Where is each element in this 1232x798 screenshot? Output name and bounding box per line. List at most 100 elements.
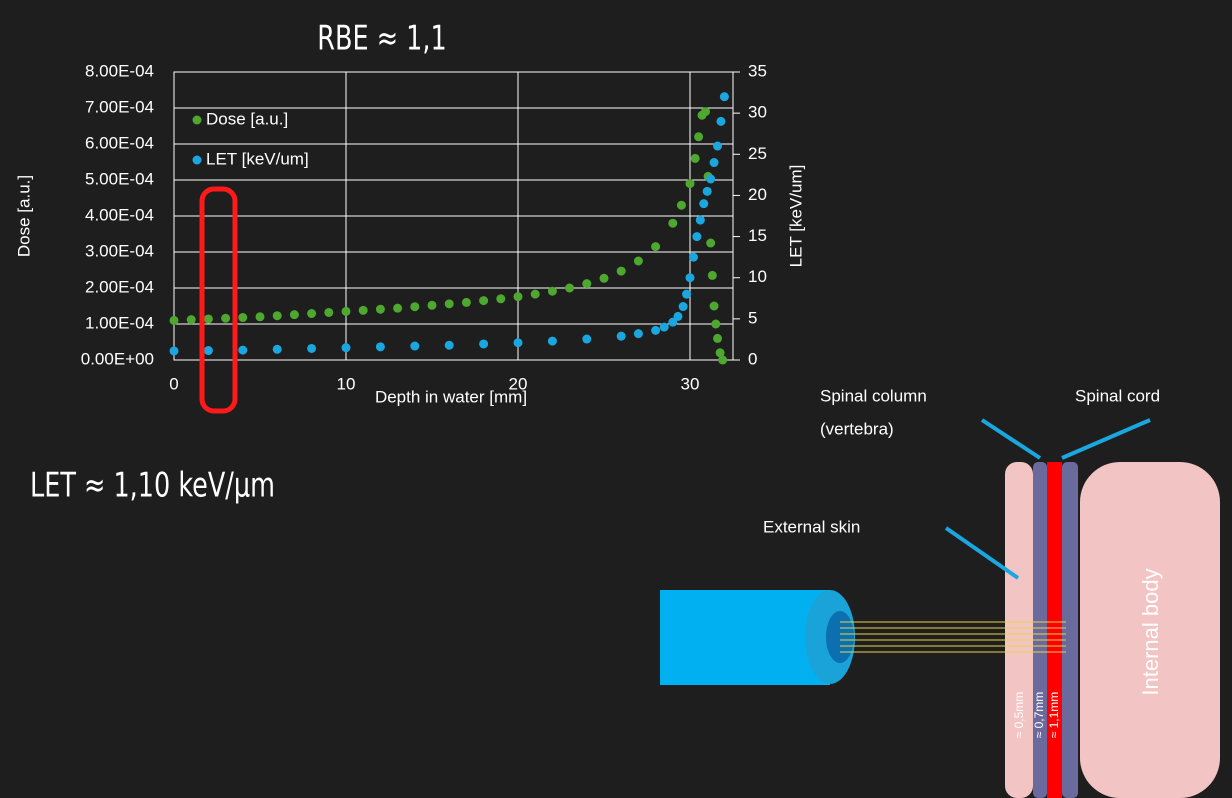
- point: [699, 199, 708, 208]
- y-tick-label: 2.00E-04: [85, 277, 154, 296]
- point: [686, 273, 695, 282]
- y2-tick-label: 30: [748, 103, 767, 122]
- point: [204, 314, 213, 323]
- point: [710, 158, 719, 167]
- point: [706, 174, 715, 183]
- y2-tick-label: 15: [748, 226, 767, 245]
- point: [686, 179, 695, 188]
- point: [713, 142, 722, 151]
- legend-label: LET [keV/um]: [206, 149, 309, 168]
- point: [691, 154, 700, 163]
- y2-tick-label: 35: [748, 61, 767, 80]
- x-tick-label: 30: [681, 374, 700, 393]
- point: [342, 307, 351, 316]
- point: [708, 271, 717, 280]
- plot: 0.00E+00 1.00E-04 2.00E-04 3.00E-04 4.00E-04…: [81, 61, 767, 393]
- y-tick-label: 5.00E-04: [85, 169, 154, 188]
- y2-tick-label: 5: [748, 308, 757, 327]
- legend-marker: [193, 116, 202, 125]
- point: [548, 287, 557, 296]
- y2-axis-label: LET [keV/um]: [786, 165, 805, 268]
- label: Internal body: [1138, 568, 1163, 695]
- point: [634, 257, 643, 266]
- point: [342, 343, 351, 352]
- point: [716, 117, 725, 126]
- point: [496, 294, 505, 303]
- y2-tick-label: 0: [748, 349, 757, 368]
- beam-diagram: Spinal column (vertebra) Spinal cord Ext…: [660, 386, 1220, 798]
- point: [376, 342, 385, 351]
- point: [428, 301, 437, 310]
- x-tick-label: 10: [337, 374, 356, 393]
- point: [531, 290, 540, 299]
- point: [617, 332, 626, 341]
- point: [376, 305, 385, 314]
- point: [238, 346, 247, 355]
- point: [701, 107, 710, 116]
- point: [617, 267, 626, 276]
- point: [393, 304, 402, 313]
- point: [673, 312, 682, 321]
- legend-marker: [193, 156, 202, 165]
- y-tick-label: 4.00E-04: [85, 205, 154, 224]
- point: [514, 338, 523, 347]
- pipe-bore: [826, 611, 854, 663]
- legend-label: Dose [a.u.]: [206, 109, 288, 128]
- point: [582, 335, 591, 344]
- point: [660, 323, 669, 332]
- x-tick-label: 20: [509, 374, 528, 393]
- beam-pipe: [660, 590, 830, 685]
- point: [514, 292, 523, 301]
- highlight: [202, 189, 235, 411]
- label: (vertebra): [820, 419, 894, 438]
- annotation: LET ≈ 1,10 keV/μm: [30, 466, 275, 506]
- point: [692, 232, 701, 241]
- point: [710, 302, 719, 311]
- point: [711, 320, 720, 329]
- point: [565, 284, 574, 293]
- point: [703, 187, 712, 196]
- point: [682, 290, 691, 299]
- point: [479, 296, 488, 305]
- point: [651, 242, 660, 251]
- label: External skin: [763, 517, 860, 536]
- point: [307, 344, 316, 353]
- thickness-label: ≈ 0,5mm: [1012, 692, 1026, 739]
- thickness-label: ≈ 0,7mm: [1032, 692, 1046, 739]
- point: [462, 298, 471, 307]
- point: [713, 334, 722, 343]
- y-tick-label: 1.00E-04: [85, 313, 154, 332]
- point: [256, 312, 265, 321]
- point: [694, 132, 703, 141]
- point: [582, 279, 591, 288]
- spinal-cord: [1047, 462, 1062, 798]
- y-tick-label: 7.00E-04: [85, 97, 154, 116]
- point: [170, 316, 179, 325]
- point: [170, 346, 179, 355]
- label: Spinal cord: [1075, 386, 1160, 405]
- point: [689, 253, 698, 262]
- x-tick-label: 0: [169, 374, 178, 393]
- point: [273, 345, 282, 354]
- point: [187, 315, 196, 324]
- y-tick-label: 6.00E-04: [85, 133, 154, 152]
- y-tick-label: 8.00E-04: [85, 61, 154, 80]
- label: Spinal column: [820, 386, 927, 405]
- point: [634, 329, 643, 338]
- slide: RBE ≈ 1,1 LET ≈ 1,10 keV/μm Depth in wat…: [0, 0, 1232, 798]
- point: [273, 311, 282, 320]
- chart-title: RBE ≈ 1,1: [317, 19, 446, 59]
- point: [204, 346, 213, 355]
- point: [238, 313, 247, 322]
- point: [359, 306, 368, 315]
- y-tick-label: 0.00E+00: [81, 349, 154, 368]
- vertebra: [1033, 462, 1047, 798]
- point: [445, 299, 454, 308]
- point: [706, 239, 715, 248]
- point: [290, 310, 299, 319]
- point: [718, 356, 727, 365]
- thickness-label: ≈ 1,1mm: [1047, 692, 1061, 739]
- point: [651, 326, 660, 335]
- point: [410, 342, 419, 351]
- y-tick-label: 3.00E-04: [85, 241, 154, 260]
